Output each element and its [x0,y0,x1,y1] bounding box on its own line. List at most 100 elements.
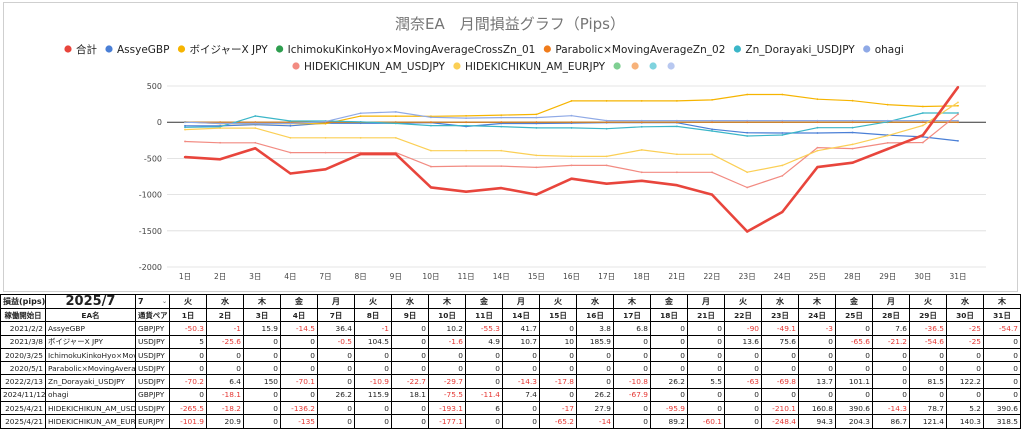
series-line-2 [184,93,959,125]
data-point [500,114,503,117]
pips-cell: 0 [798,361,836,376]
pips-cell: 0 [650,387,688,403]
data-point [535,116,538,119]
pips-cell: 0 [391,334,429,349]
pair-cell: USDJPY [135,347,170,363]
x-tick-label: 29日 [879,272,896,281]
pips-cell: 6.8 [613,321,651,336]
data-point [219,121,222,124]
pips-cell: -248.4 [761,414,799,429]
weekday-header: 金 [835,294,873,309]
data-point [711,121,713,124]
pips-cell: -135 [280,414,318,429]
pips-cell: 0 [909,361,947,376]
data-point [886,147,889,151]
pips-cell: -193.1 [428,401,466,416]
pips-cell: -75.5 [428,387,466,403]
legend-marker [543,45,551,53]
pips-cell: 0 [687,334,725,349]
pips-cell: 13.7 [798,374,836,389]
day-header: 4日 [280,307,318,323]
pair-cell: EURJPY [135,414,170,429]
data-point [570,155,573,158]
data-point [324,122,327,125]
data-point [816,165,819,169]
day-header: 11日 [465,307,503,323]
col-header-pair: 通貨ペア [135,307,170,323]
data-point [430,165,432,168]
ea-name-cell: ボイジャーX JPY [45,334,136,349]
weekday-header: 月 [687,294,725,309]
weekday-header: 月 [317,294,355,309]
pips-cell: -14 [576,414,614,429]
pips-cell: 6.4 [206,374,244,389]
data-point [851,147,854,150]
data-point [394,136,397,139]
table-row: 2020/3/25IchimokuKinkoHyo×MovingAverageC… [0,347,1021,363]
x-tick-label: 30日 [914,272,931,281]
pips-cell: 15.9 [243,321,281,336]
weekday-header: 火 [539,294,577,309]
table-corner-label: 損益(pips) [0,294,46,309]
month-select-value: 7 [138,297,144,306]
data-point [781,93,784,96]
pips-cell: 0 [502,401,540,416]
data-point [781,174,784,177]
day-header: 18日 [650,307,688,323]
pips-cell: 0 [761,361,799,376]
data-point [957,139,959,142]
pips-cell: 0 [317,414,355,429]
weekday-header: 金 [650,294,688,309]
data-point [289,172,292,175]
col-header-start: 稼働開始日 [0,307,46,323]
pips-cell: 0 [761,387,799,403]
pips-cell: 0 [428,347,466,363]
data-point [816,98,819,101]
legend-label: 合計 [76,43,97,56]
pips-cell: 0 [613,347,651,363]
table-row: 2025/4/21HIDEKICHIKUN_AM_USDJPYUSDJPY-26… [0,401,1021,416]
pips-cell: 0 [243,334,281,349]
data-point [851,131,854,134]
pips-cell: 0 [983,374,1021,389]
pips-cell: -55.3 [465,321,503,336]
data-point [184,121,186,124]
pips-cell: -54.6 [909,334,947,349]
table-row: 2022/2/13 Zn_Dorayaki_USDJPY USDJPY -70.2 6.… [0,374,1021,389]
pips-cell: 0 [687,401,725,416]
month-select[interactable]: 7 ⌄ [135,294,170,309]
pips-cell: 0 [798,347,836,363]
data-point [430,116,432,119]
pips-cell: 94.3 [798,414,836,429]
pips-cell: 0 [835,361,873,376]
data-point [570,164,573,167]
data-point [957,113,959,116]
pips-cell: 0 [687,321,725,336]
pips-cell: 0 [576,361,614,376]
pips-cell: 26.2 [650,374,688,389]
x-tick-label: 7日 [319,272,331,281]
weekday-header: 木 [983,294,1021,309]
day-header: 23日 [761,307,799,323]
day-header: 22日 [724,307,762,323]
pips-cell: 204.3 [835,414,873,429]
pips-cell: 121.4 [909,414,947,429]
pips-cell: -17.8 [539,374,577,389]
pips-cell: -60.1 [687,414,725,429]
legend-marker [292,62,300,70]
data-point [746,186,749,189]
legend-marker [733,45,742,53]
data-point [394,115,397,118]
data-point [921,112,924,114]
data-point [430,149,432,152]
data-point [324,120,327,123]
pips-cell: 0 [872,347,910,363]
pips-cell: 5 [169,334,207,349]
data-point [711,119,713,122]
pips-cell: -67.9 [613,387,651,403]
day-header: 30日 [946,307,984,323]
x-tick-label: 25日 [809,272,826,281]
pips-cell: 104.5 [354,334,392,349]
pips-cell: 0 [391,401,429,416]
pips-cell: -25 [946,334,984,349]
